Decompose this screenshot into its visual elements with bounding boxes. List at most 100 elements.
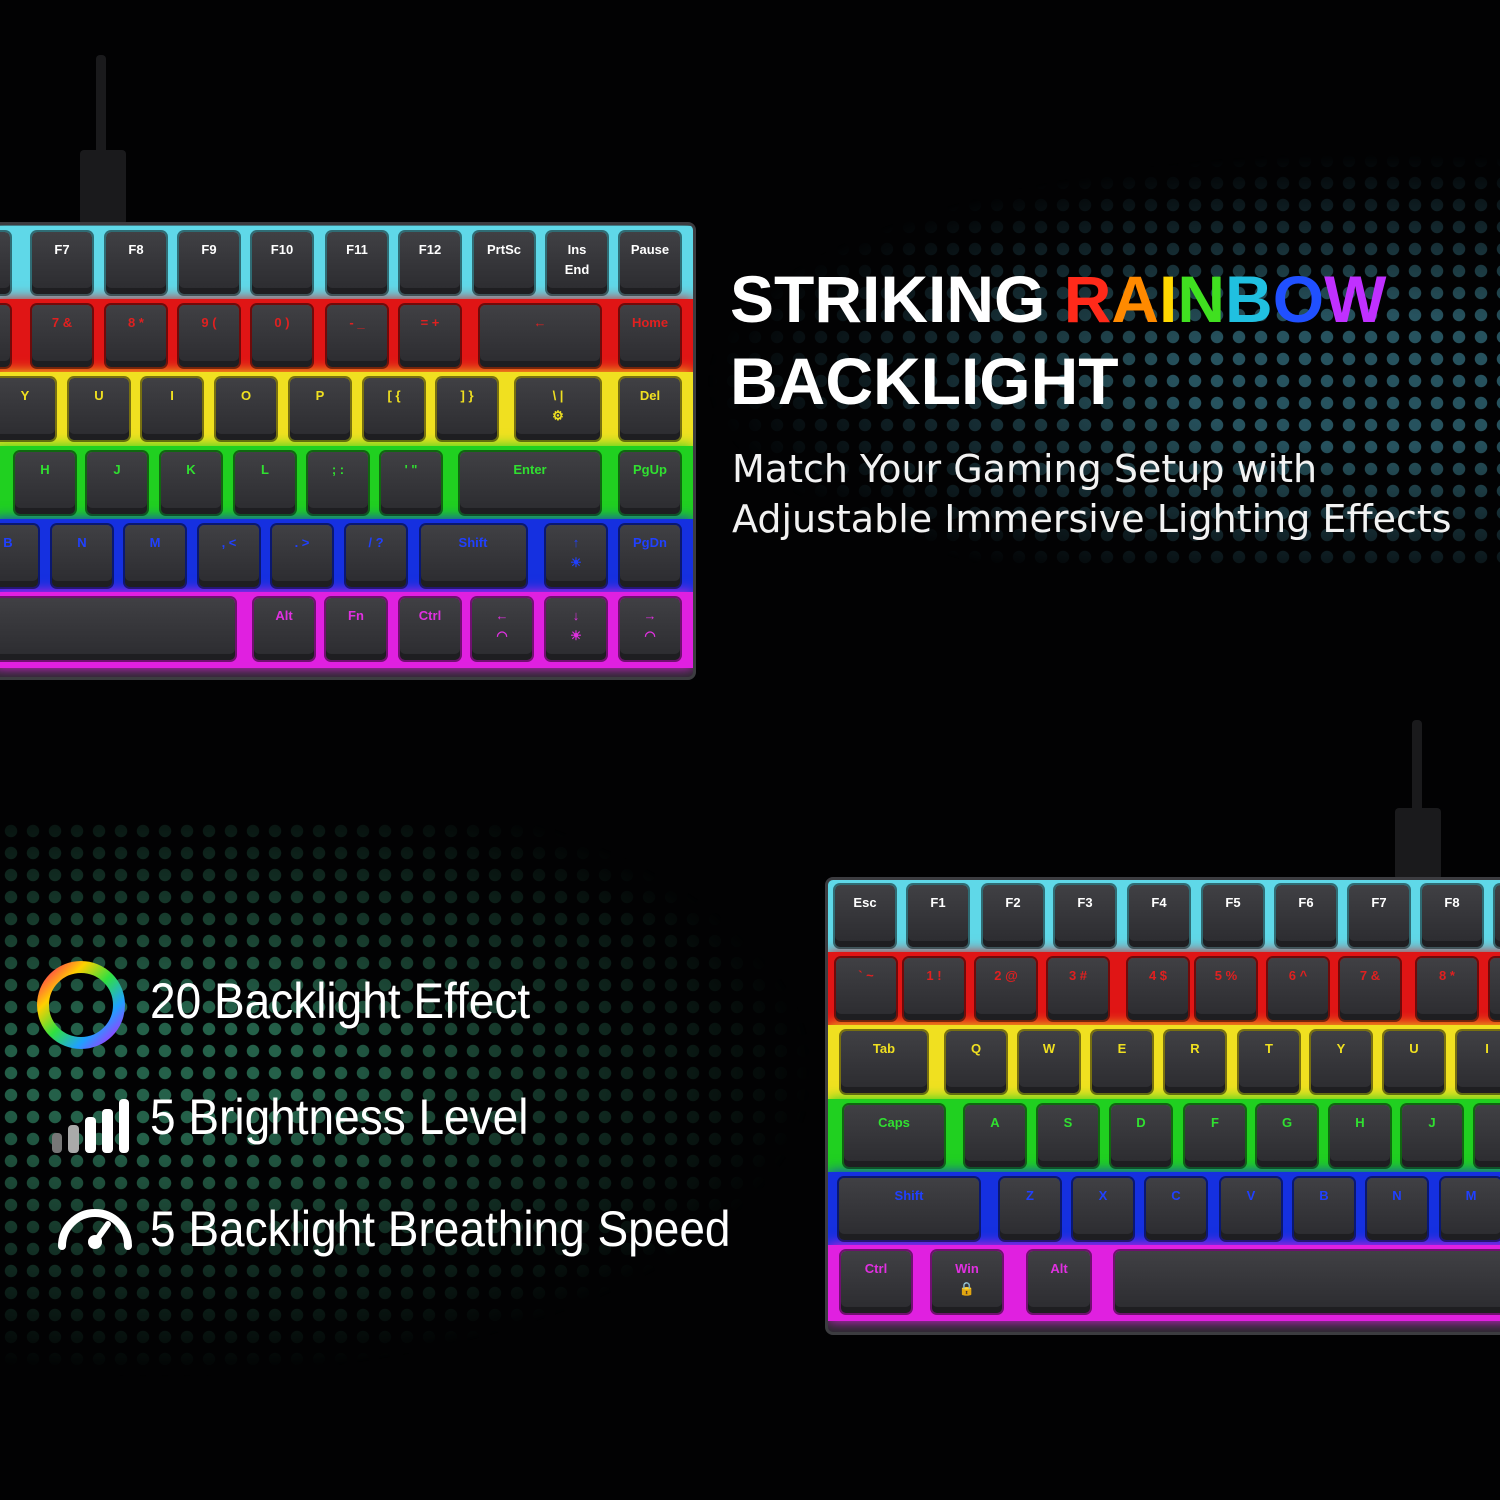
key: Pause bbox=[620, 232, 680, 294]
key: O bbox=[216, 378, 276, 440]
key: I bbox=[1457, 1031, 1500, 1093]
key: ← bbox=[480, 305, 600, 367]
key: \ | ⚙ bbox=[516, 378, 600, 440]
key: ↓ ☀ bbox=[546, 598, 606, 660]
key: M bbox=[1441, 1178, 1500, 1240]
headline-line2: BACKLIGHT bbox=[730, 344, 1119, 418]
key: 4 $ bbox=[1128, 958, 1188, 1020]
key: Ins End bbox=[547, 232, 607, 294]
key: J bbox=[1402, 1105, 1462, 1167]
key: [ { bbox=[364, 378, 424, 440]
rainbow-letter: B bbox=[1225, 262, 1273, 336]
key: 7 & bbox=[32, 305, 92, 367]
key: T bbox=[1239, 1031, 1299, 1093]
key: X bbox=[1073, 1178, 1133, 1240]
key: 5 % bbox=[1196, 958, 1256, 1020]
key: Caps bbox=[844, 1105, 944, 1167]
key: - _ bbox=[327, 305, 387, 367]
key: 0 ) bbox=[252, 305, 312, 367]
key bbox=[1495, 885, 1500, 947]
feature-breathing-speed: 5 Backlight Breathing Speed bbox=[150, 1201, 731, 1257]
key: H bbox=[1330, 1105, 1390, 1167]
key bbox=[1475, 1105, 1500, 1167]
key: 8 * bbox=[106, 305, 166, 367]
key: F1 bbox=[908, 885, 968, 947]
key: = + bbox=[400, 305, 460, 367]
key: N bbox=[1367, 1178, 1427, 1240]
key: Shift bbox=[420, 525, 526, 587]
key: F3 bbox=[1055, 885, 1115, 947]
key bbox=[0, 305, 10, 367]
key: Z bbox=[1000, 1178, 1060, 1240]
key bbox=[0, 598, 235, 660]
usb-connector-top bbox=[80, 150, 126, 225]
key: PrtSc bbox=[474, 232, 534, 294]
key: D bbox=[1111, 1105, 1171, 1167]
key: F11 bbox=[327, 232, 387, 294]
keyboard-bottom: Esc F1 F2 F3 F4 F5 F6 F7 F8 ` ~1 ! 2 @3 # 4 $5 % 6 ^… bbox=[825, 877, 1500, 1335]
rainbow-letter: R bbox=[1063, 262, 1112, 336]
key: ` ~ bbox=[836, 958, 896, 1020]
dot-pattern-bottom bbox=[0, 820, 820, 1380]
usb-cable-top bbox=[96, 55, 106, 165]
key: ↑ ☀ bbox=[546, 525, 606, 587]
key: Alt bbox=[1028, 1251, 1090, 1313]
key bbox=[1490, 958, 1500, 1020]
key: Esc bbox=[835, 885, 895, 947]
key: B bbox=[1294, 1178, 1354, 1240]
key: Ctrl bbox=[400, 598, 460, 660]
key: ] } bbox=[437, 378, 497, 440]
key: Ctrl bbox=[841, 1251, 911, 1313]
key: ← ◠ bbox=[472, 598, 532, 660]
speedometer-icon bbox=[58, 1209, 132, 1250]
key: F4 bbox=[1129, 885, 1189, 947]
key: Home bbox=[620, 305, 680, 367]
key: 8 * bbox=[1417, 958, 1477, 1020]
key: Y bbox=[1311, 1031, 1371, 1093]
key: Tab bbox=[841, 1031, 927, 1093]
rainbow-letter: N bbox=[1177, 262, 1226, 336]
rainbow-letter: A bbox=[1111, 262, 1160, 336]
feature-backlight-effect: 20 Backlight Effect bbox=[150, 973, 531, 1029]
key: L bbox=[235, 452, 295, 514]
rainbow-letter: W bbox=[1324, 262, 1387, 336]
key: F8 bbox=[106, 232, 166, 294]
key: PgUp bbox=[620, 452, 680, 514]
key: ' " bbox=[381, 452, 441, 514]
rainbow-letter: O bbox=[1272, 262, 1325, 336]
key: Fn bbox=[326, 598, 386, 660]
subtitle: Match Your Gaming Setup with Adjustable … bbox=[732, 447, 1452, 541]
key: F6 bbox=[1276, 885, 1336, 947]
key: 9 ( bbox=[179, 305, 239, 367]
key: W bbox=[1019, 1031, 1079, 1093]
key: V bbox=[1221, 1178, 1281, 1240]
key: K bbox=[161, 452, 221, 514]
keyboard-top: F7 F8 F9 F10 F11 F12 PrtSc Ins End Pause 7 & 8 * 9 … bbox=[0, 222, 696, 680]
key: R bbox=[1165, 1031, 1225, 1093]
rainbow-letter: I bbox=[1159, 262, 1178, 336]
dot-pattern-top bbox=[700, 150, 1500, 570]
key: 3 # bbox=[1048, 958, 1108, 1020]
key: F10 bbox=[252, 232, 312, 294]
signal-bars-icon bbox=[52, 1099, 129, 1153]
headline: STRIKING RAINBOW BACKLIGHT bbox=[730, 258, 1490, 422]
key: N bbox=[52, 525, 112, 587]
headline-rainbow-word: RAINBOW bbox=[1064, 262, 1387, 336]
usb-cable-bottom bbox=[1412, 720, 1422, 820]
key: U bbox=[1384, 1031, 1444, 1093]
key: F9 bbox=[179, 232, 239, 294]
key: F5 bbox=[1203, 885, 1263, 947]
key: F7 bbox=[32, 232, 92, 294]
key: F12 bbox=[400, 232, 460, 294]
key: F8 bbox=[1422, 885, 1482, 947]
key bbox=[0, 232, 10, 294]
key: Y bbox=[0, 378, 55, 440]
key: Alt bbox=[254, 598, 314, 660]
key: Win 🔒 bbox=[932, 1251, 1002, 1313]
key: Q bbox=[946, 1031, 1006, 1093]
usb-connector-bottom bbox=[1395, 808, 1441, 880]
key: 1 ! bbox=[904, 958, 964, 1020]
key: F2 bbox=[983, 885, 1043, 947]
key: F7 bbox=[1349, 885, 1409, 947]
